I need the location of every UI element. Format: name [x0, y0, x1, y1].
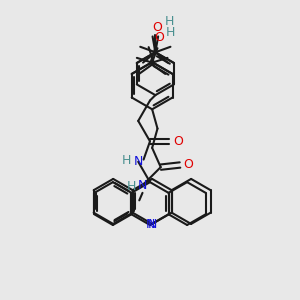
Text: H: H	[122, 154, 131, 167]
Text: O: O	[173, 135, 183, 148]
Text: O: O	[155, 31, 165, 44]
Text: O: O	[153, 21, 162, 34]
Text: N: N	[138, 179, 147, 192]
Text: H: H	[166, 26, 175, 39]
Text: N: N	[145, 218, 155, 232]
Text: H: H	[165, 15, 174, 28]
Text: O: O	[184, 158, 194, 172]
Text: N: N	[148, 218, 157, 232]
Text: N: N	[134, 155, 143, 168]
Text: H: H	[127, 180, 136, 193]
